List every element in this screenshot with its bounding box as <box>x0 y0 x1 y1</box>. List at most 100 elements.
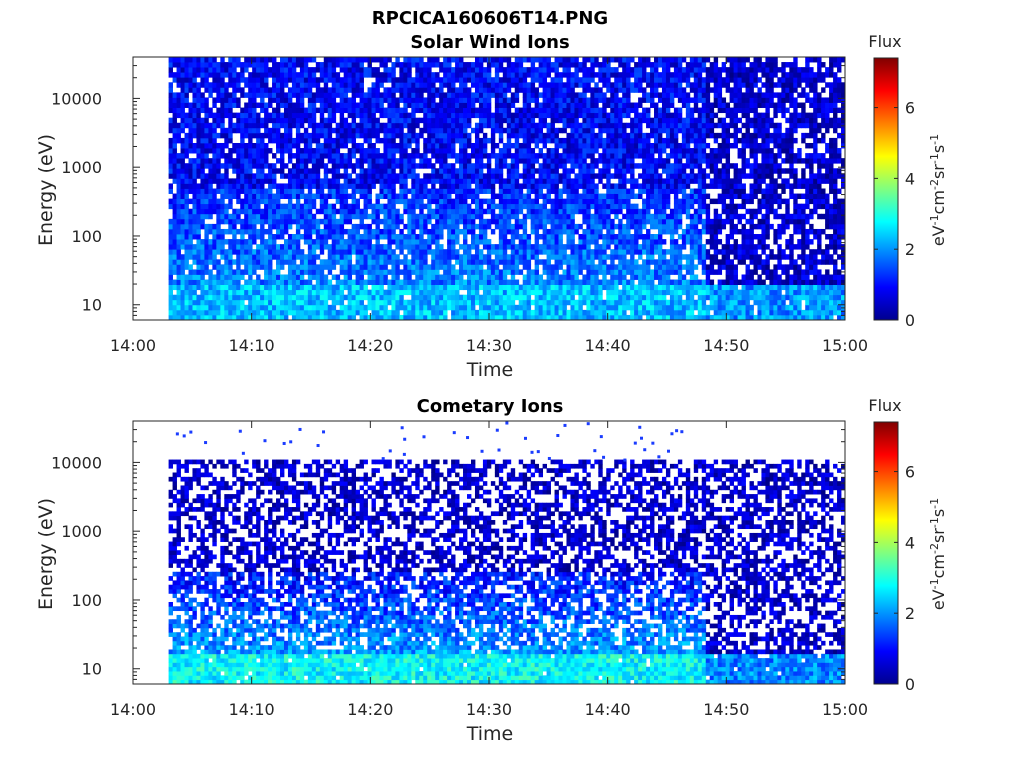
heatmap-cell <box>184 239 189 245</box>
heatmap-cell <box>184 294 189 301</box>
heatmap-cell <box>574 127 579 134</box>
heatmap-cell <box>331 117 337 124</box>
heatmap-cell <box>582 289 587 296</box>
heatmap-cell <box>482 97 488 103</box>
heatmap-cell <box>439 218 444 225</box>
heatmap-cell <box>355 107 360 114</box>
heatmap-cell <box>367 244 372 250</box>
heatmap-cell <box>347 264 353 270</box>
heatmap-cell <box>359 213 364 220</box>
heatmap-cell <box>272 117 277 124</box>
heatmap-cell <box>299 82 305 88</box>
heatmap-cell <box>594 239 599 245</box>
heatmap-cell <box>244 228 249 235</box>
heatmap-cell <box>474 244 480 250</box>
heatmap-cell <box>399 213 404 220</box>
heatmap-cell <box>315 223 321 230</box>
heatmap-cell <box>236 97 241 103</box>
heatmap-cell <box>355 203 360 210</box>
heatmap-cell <box>494 244 500 250</box>
heatmap-cell <box>291 142 297 149</box>
heatmap-cell <box>359 92 364 98</box>
heatmap-cell <box>295 254 301 260</box>
heatmap-cell <box>407 259 412 265</box>
heatmap-cell <box>172 244 177 250</box>
heatmap-cell <box>514 112 520 119</box>
heatmap-cell <box>244 304 249 311</box>
heatmap-cell <box>459 77 464 83</box>
heatmap-cell <box>168 117 173 124</box>
heatmap-cell <box>522 203 528 210</box>
heatmap-cell <box>566 92 571 98</box>
heatmap-cell <box>478 168 484 174</box>
heatmap-cell <box>435 284 440 291</box>
heatmap-cell <box>343 97 349 103</box>
heatmap-cell <box>291 234 297 240</box>
heatmap-cell <box>315 218 321 225</box>
heatmap-cell <box>204 193 209 200</box>
heatmap-cell <box>335 259 341 265</box>
heatmap-cell <box>184 132 189 139</box>
heatmap-cell <box>240 304 245 311</box>
heatmap-cell <box>538 309 544 316</box>
heatmap-cell <box>272 274 277 280</box>
heatmap-cell <box>542 309 547 316</box>
heatmap-cell <box>526 269 532 275</box>
heatmap-cell <box>339 203 345 210</box>
heatmap-cell <box>586 122 591 129</box>
heatmap-cell <box>299 87 305 93</box>
heatmap-cell <box>268 72 273 78</box>
heatmap-cell <box>431 153 436 159</box>
heatmap-cell <box>295 284 301 291</box>
heatmap-cell <box>478 259 484 265</box>
heatmap-cell <box>343 173 349 179</box>
heatmap-cell <box>287 299 293 306</box>
heatmap-cell <box>455 77 460 83</box>
heatmap-cell <box>363 223 368 230</box>
heatmap-cell <box>204 269 209 275</box>
heatmap-cell <box>323 57 329 63</box>
heatmap-cell <box>407 102 412 108</box>
heatmap-cell <box>212 137 217 144</box>
heatmap-cell <box>415 289 420 296</box>
heatmap-cell <box>351 269 357 275</box>
heatmap-cell <box>562 309 567 316</box>
heatmap-cell <box>431 309 436 316</box>
heatmap-cell <box>204 87 209 93</box>
heatmap-cell <box>220 97 225 103</box>
heatmap-cell <box>264 127 269 134</box>
heatmap-cell <box>232 112 237 119</box>
heatmap-cell <box>379 168 384 174</box>
heatmap-cell <box>439 137 444 144</box>
heatmap-cell <box>486 223 492 230</box>
heatmap-cell <box>391 198 396 205</box>
heatmap-cell <box>455 193 460 200</box>
heatmap-cell <box>355 284 360 291</box>
heatmap-cell <box>530 57 536 63</box>
heatmap-cell <box>490 228 496 235</box>
heatmap-cell <box>459 87 464 93</box>
heatmap-cell <box>474 183 480 189</box>
heatmap-cell <box>335 107 341 114</box>
heatmap-cell <box>232 62 237 68</box>
heatmap-cell <box>216 314 221 321</box>
heatmap-cell <box>216 163 221 169</box>
heatmap-cell <box>347 87 353 93</box>
heatmap-cell <box>351 82 357 88</box>
heatmap-cell <box>244 294 249 301</box>
heatmap-cell <box>236 82 241 88</box>
heatmap-cell <box>435 193 440 200</box>
heatmap-cell <box>363 198 368 205</box>
heatmap-cell <box>590 92 595 98</box>
heatmap-cell <box>447 188 452 194</box>
heatmap-cell <box>490 264 496 270</box>
heatmap-cell <box>188 239 193 245</box>
heatmap-cell <box>363 57 368 63</box>
heatmap-cell <box>343 178 349 184</box>
heatmap-cell <box>252 269 257 275</box>
heatmap-cell <box>526 127 532 134</box>
heatmap-cell <box>339 294 345 301</box>
heatmap-cell <box>522 127 528 134</box>
heatmap-cell <box>526 153 532 159</box>
heatmap-cell <box>574 223 579 230</box>
